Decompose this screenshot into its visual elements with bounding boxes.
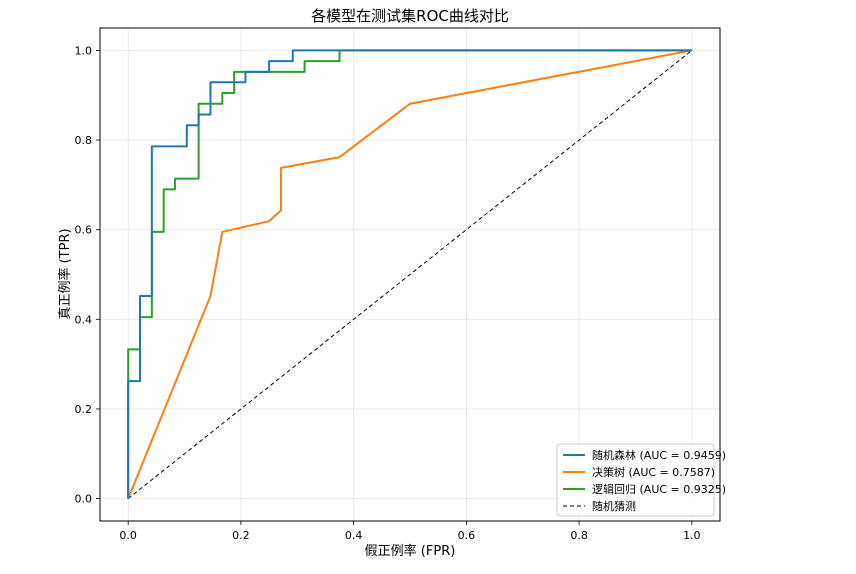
x-tick-label: 1.0 bbox=[683, 529, 701, 542]
y-tick-label: 0.6 bbox=[75, 224, 93, 237]
legend-label: 随机猜测 bbox=[592, 499, 636, 513]
legend-label: 逻辑回归 (AUC = 0.9325) bbox=[592, 482, 726, 496]
series-line-1 bbox=[127, 49, 693, 499]
chart-title: 各模型在测试集ROC曲线对比 bbox=[311, 7, 509, 25]
y-tick-label: 0.2 bbox=[75, 403, 93, 416]
x-tick-label: 0.2 bbox=[232, 529, 250, 542]
grid-layer bbox=[100, 28, 720, 521]
y-tick-label: 1.0 bbox=[75, 44, 93, 57]
tick-layer: 0.0 0.2 0.4 0.6 0.8 1.0 0.0 0.2 0.4 0.6 0.8 1.0 bbox=[75, 44, 701, 542]
x-tick-label: 0.4 bbox=[345, 529, 363, 542]
x-tick-label: 0.6 bbox=[458, 529, 476, 542]
series-line-0 bbox=[127, 49, 692, 499]
x-axis-label: 假正例率 (FPR) bbox=[365, 543, 456, 559]
y-tick-label: 0.0 bbox=[75, 493, 93, 506]
y-tick-label: 0.8 bbox=[75, 134, 93, 147]
x-tick-label: 0.0 bbox=[119, 529, 137, 542]
legend-box bbox=[556, 443, 715, 517]
y-axis-label: 真正例率 (TPR) bbox=[57, 228, 73, 319]
legend: 随机森林 (AUC = 0.9459) 决策树 (AUC = 0.7587) 逻辑回… bbox=[556, 443, 726, 517]
series-line-3 bbox=[127, 50, 693, 499]
series-line-2 bbox=[127, 49, 692, 499]
y-tick-label: 0.4 bbox=[75, 313, 93, 326]
legend-label: 决策树 (AUC = 0.7587) bbox=[592, 465, 715, 479]
x-tick-label: 0.8 bbox=[570, 529, 588, 542]
plot-layer bbox=[127, 49, 693, 499]
legend-label: 随机森林 (AUC = 0.9459) bbox=[592, 448, 726, 462]
plot-frame bbox=[99, 27, 721, 522]
